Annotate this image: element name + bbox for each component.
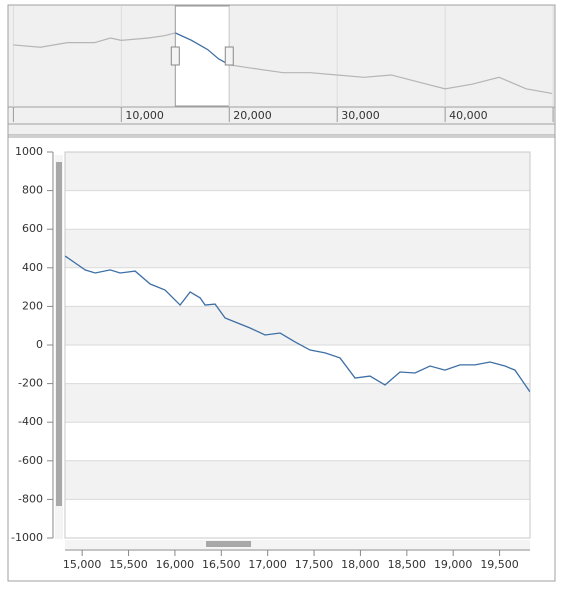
x-tick-label: 19,000 bbox=[434, 558, 473, 571]
x-tick-label: 16,000 bbox=[156, 558, 195, 571]
x-tick-label: 50,000 bbox=[557, 109, 568, 122]
band bbox=[65, 229, 530, 268]
x-tick-label: 15,000 bbox=[63, 558, 102, 571]
band bbox=[65, 383, 530, 423]
selection-thumb[interactable] bbox=[170, 46, 180, 66]
y-tick-label: -400 bbox=[18, 415, 43, 428]
x-tick-label: 17,500 bbox=[295, 558, 334, 571]
y-tick-label: 200 bbox=[22, 299, 43, 312]
plot-border bbox=[64, 151, 531, 539]
y-tick-label: -800 bbox=[18, 492, 43, 505]
x-tick-label: 15,500 bbox=[109, 558, 148, 571]
y-tick-label: 1000 bbox=[15, 145, 43, 158]
chart-panel bbox=[7, 136, 556, 582]
series bbox=[65, 255, 530, 393]
band bbox=[65, 460, 530, 500]
h-scroll-thumb[interactable] bbox=[206, 541, 251, 547]
x-tick-label: 30,000 bbox=[341, 109, 380, 122]
selection-thumb[interactable] bbox=[224, 46, 234, 66]
h-scrollbar[interactable] bbox=[65, 540, 530, 549]
v-scroll-thumb[interactable] bbox=[56, 162, 62, 506]
x-tick-label: 10,000 bbox=[125, 109, 164, 122]
range-control[interactable] bbox=[7, 4, 556, 136]
selection[interactable] bbox=[174, 5, 230, 107]
y-tick-label: -200 bbox=[18, 377, 43, 390]
x-tick-label: 20,000 bbox=[233, 109, 272, 122]
x-tick-label: 19,500 bbox=[480, 558, 519, 571]
line bbox=[65, 255, 530, 393]
y-tick-label: 800 bbox=[22, 184, 43, 197]
y-tick-label: -600 bbox=[18, 454, 43, 467]
y-tick-label: 600 bbox=[22, 222, 43, 235]
x-tick-label: 40,000 bbox=[449, 109, 488, 122]
x-tick-label: 18,000 bbox=[341, 558, 380, 571]
x-tick-label: 17,000 bbox=[248, 558, 287, 571]
band bbox=[65, 152, 530, 191]
x-tick-label: 18,500 bbox=[388, 558, 427, 571]
y-tick-label: -1000 bbox=[11, 531, 43, 544]
y-tick-label: 0 bbox=[36, 338, 43, 351]
y-tick-label: 400 bbox=[22, 261, 43, 274]
band bbox=[65, 306, 530, 345]
overview: 10,000 20,000 30,000 40,000 50,000 bbox=[8, 5, 568, 125]
x-tick-label: 16,500 bbox=[202, 558, 241, 571]
main-chart: 1000 800 600 400 200 0 -200 -400 -600 -800 -1000 15… bbox=[11, 145, 531, 571]
